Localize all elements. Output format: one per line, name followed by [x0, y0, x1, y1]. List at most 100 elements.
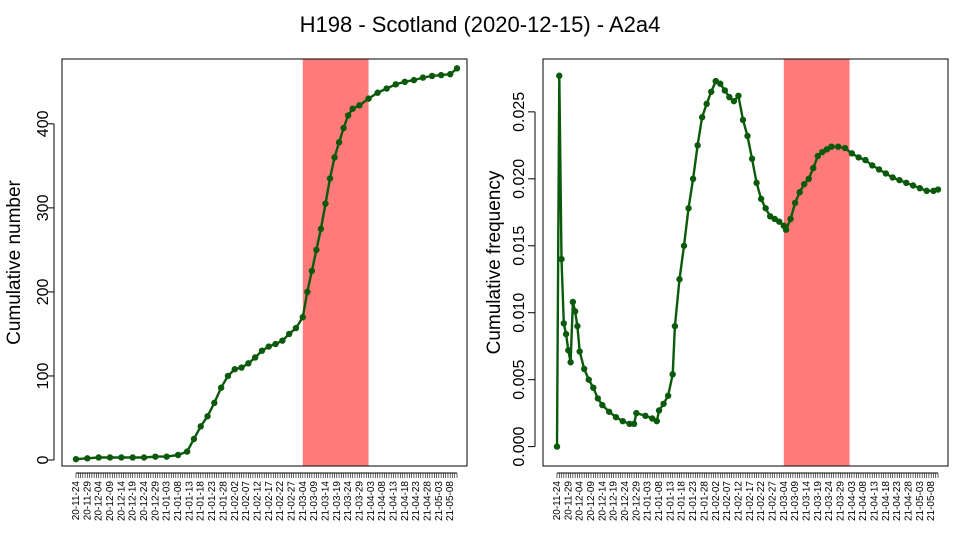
data-point: [708, 88, 715, 95]
x-tick-label: 21-03-24: [824, 481, 835, 521]
x-tick-label: 20-12-09: [586, 481, 597, 521]
data-point: [571, 308, 579, 315]
data-point: [848, 150, 856, 157]
data-point: [562, 330, 570, 338]
data-point: [245, 360, 252, 367]
data-point: [896, 176, 903, 184]
data-point: [721, 87, 729, 94]
data-point: [680, 242, 688, 249]
y-tick-label: 0.020: [511, 159, 528, 199]
y-tick-label: 0.005: [511, 360, 528, 400]
x-tick-label: 20-12-24: [139, 481, 150, 521]
data-point: [800, 180, 808, 188]
data-point: [428, 72, 436, 80]
x-tick-label: 21-05-03: [915, 481, 926, 521]
x-tick-label: 21-05-08: [445, 481, 456, 521]
data-point: [374, 89, 381, 96]
data-point: [331, 154, 338, 161]
data-point: [828, 143, 835, 150]
data-point: [862, 156, 869, 164]
data-point: [753, 179, 760, 187]
x-tick-label: 21-02-17: [264, 481, 275, 521]
x-tick-label: 21-04-08: [377, 481, 388, 521]
data-point: [841, 144, 849, 152]
data-point: [619, 417, 626, 425]
data-point: [630, 420, 638, 428]
x-tick-label: 20-12-09: [105, 481, 116, 521]
data-point: [265, 343, 272, 350]
data-point: [909, 182, 917, 189]
y-tick-label: 0.000: [511, 426, 528, 466]
data-point: [174, 451, 182, 459]
data-point: [224, 372, 232, 380]
data-point: [356, 102, 363, 109]
data-point: [835, 143, 842, 150]
data-point: [299, 313, 306, 321]
data-point: [183, 448, 191, 455]
data-point: [163, 453, 170, 460]
y-tick-label: 0: [35, 455, 52, 464]
data-point: [231, 366, 238, 373]
series-line: [75, 67, 458, 461]
x-tick-label: 21-04-03: [847, 481, 858, 521]
data-point: [590, 384, 597, 391]
data-point: [626, 420, 633, 428]
data-point: [292, 324, 300, 332]
x-tick-label: 21-02-27: [767, 481, 778, 521]
x-tick-label: 21-01-13: [184, 481, 195, 521]
y-tick-label: 200: [35, 278, 52, 305]
data-point: [882, 170, 890, 177]
x-tick-label: 21-01-03: [643, 481, 654, 521]
x-tick-label: 21-03-29: [835, 481, 846, 521]
x-tick-label: 21-04-18: [400, 481, 411, 521]
data-point: [272, 340, 279, 348]
y-tick-label: 100: [35, 363, 52, 390]
data-point: [814, 152, 822, 160]
data-point: [129, 454, 136, 461]
data-point: [739, 116, 747, 124]
data-point: [810, 164, 817, 172]
figure-title: H198 - Scotland (2020-12-15) - A2a4: [299, 12, 661, 37]
data-point: [791, 199, 799, 207]
x-tick-label: 21-01-03: [162, 481, 173, 521]
x-tick-label: 21-04-28: [423, 481, 434, 521]
data-point: [717, 80, 724, 87]
data-point: [556, 72, 563, 79]
x-tick-label: 20-12-29: [150, 481, 161, 521]
data-point: [313, 246, 320, 254]
chart-panel-right: 0.000 0.005 0.010 0.015 0.020 0.025 Cumulative…: [484, 58, 949, 521]
x-tick-label: 21-04-28: [904, 481, 915, 521]
data-point: [744, 132, 751, 140]
x-tick-label: 21-02-22: [756, 481, 767, 521]
y-tick-label: 0.015: [511, 226, 528, 266]
data-point: [660, 400, 667, 407]
x-tick-label: 20-12-19: [609, 481, 620, 521]
x-tick-label: 21-01-28: [699, 481, 710, 521]
x-tick-label: 21-03-04: [298, 481, 309, 521]
data-point: [653, 417, 660, 425]
data-point: [698, 114, 706, 121]
x-tick-label: 21-04-23: [411, 481, 422, 521]
data-point: [869, 162, 876, 169]
data-point: [916, 184, 924, 192]
x-tick-label: 20-12-14: [116, 481, 127, 521]
data-point: [258, 347, 266, 354]
data-point: [304, 288, 311, 296]
data-point: [782, 226, 790, 233]
x-tick-label: 21-05-08: [926, 481, 937, 521]
x-tick-label: 21-01-28: [218, 481, 229, 521]
y-tick-label: 0.025: [511, 92, 528, 132]
x-tick-label: 20-12-14: [597, 481, 608, 521]
data-point: [735, 92, 742, 99]
x-tick-label: 21-02-02: [711, 481, 722, 521]
data-point: [95, 454, 102, 461]
data-point: [694, 142, 701, 149]
data-point: [569, 298, 577, 306]
x-tick-label: 20-11-24: [71, 481, 82, 521]
x-tick-label: 21-03-29: [354, 481, 365, 521]
data-point: [903, 179, 910, 187]
x-tick-label: 21-02-27: [286, 481, 297, 521]
x-tick-label: 21-01-18: [196, 481, 207, 521]
